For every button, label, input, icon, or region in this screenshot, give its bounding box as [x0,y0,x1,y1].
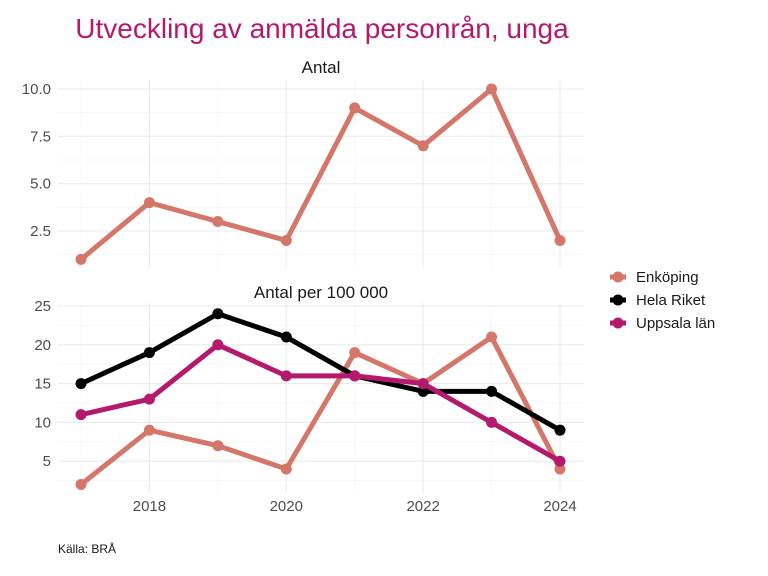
y-tick-label: 5 [43,453,51,470]
data-point [143,393,155,405]
y-tick-label: 15 [34,376,51,393]
data-point [75,409,87,421]
data-point [486,331,498,343]
legend-entry: Enköping [610,269,699,286]
legend-label: Uppsala län [636,315,715,332]
panels: 2.5 5.0 7.5 10.0 Antal 5 10 15 20 25 Antal per 100… [22,58,584,515]
legend-entry: Uppsala län [610,315,715,332]
data-point [280,331,292,343]
series-line [78,311,563,433]
x-tick-label: 2022 [406,498,439,515]
data-point [349,370,361,382]
data-point [75,378,87,390]
legend-label: Enköping [636,269,699,286]
y-tick-label: 10 [34,414,51,431]
series-enköping [75,83,566,265]
series-line [78,334,563,487]
data-point [554,455,566,467]
y-tick-label: 25 [34,298,51,315]
x-tick-label: 2018 [133,498,166,515]
x-tick-label: 2024 [543,498,576,515]
x-tick-label: 2020 [270,498,303,515]
panel-title: Antal per 100 000 [254,283,388,302]
data-point [280,234,292,246]
series-line [78,86,563,262]
data-point [486,416,498,428]
data-point [349,347,361,359]
data-point [212,216,224,228]
series-enköping [75,331,566,490]
data-point [486,385,498,397]
legend: Enköping Hela Riket Uppsala län [610,269,715,332]
data-point [212,308,224,320]
data-point [417,140,429,152]
legend-entry: Hela Riket [610,292,706,309]
data-point [143,347,155,359]
y-tick-label: 20 [34,337,51,354]
series-hela-riket [75,308,566,436]
data-point [349,102,361,114]
data-point [75,479,87,490]
data-point [280,370,292,382]
panel-1: 2.5 5.0 7.5 10.0 Antal [22,58,584,268]
legend-label: Hela Riket [636,292,706,309]
data-point [486,83,498,95]
data-point [143,424,155,436]
data-point [554,463,566,475]
chart-title: Utveckling av anmälda personrån, unga [75,13,569,44]
y-tick-label: 2.5 [30,223,51,240]
legend-key-point [612,271,624,283]
caption: Källa: BRÅ [58,541,116,556]
y-tick-label: 7.5 [30,128,51,145]
data-point [554,424,566,436]
data-point [280,463,292,475]
data-point [75,253,87,265]
legend-key-point [612,294,624,306]
legend-key-point [612,317,624,329]
series-line [78,342,563,464]
data-point [212,440,224,452]
data-point [554,234,566,246]
data-point [212,339,224,351]
y-tick-label: 5.0 [30,176,51,193]
data-point [143,197,155,209]
y-tick-label: 10.0 [22,81,51,98]
series-uppsala-län [75,339,566,467]
panel-title: Antal [302,58,341,77]
data-point [417,385,429,397]
data-point [417,378,429,390]
panel-2: 5 10 15 20 25 Antal per 100 000 2018 2020 2022 20… [34,283,584,515]
